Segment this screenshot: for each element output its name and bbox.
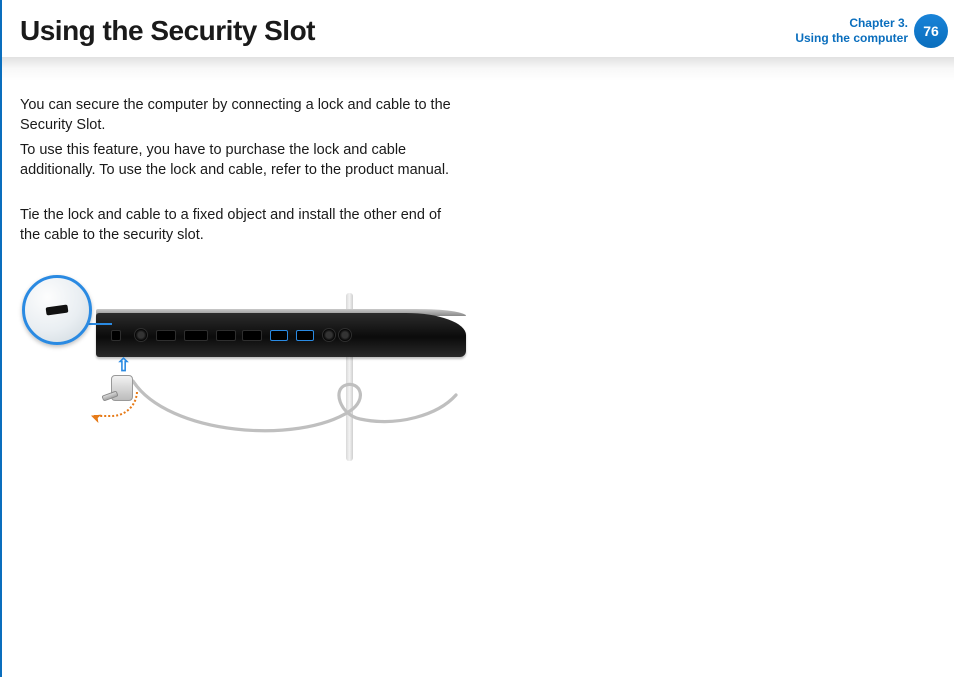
chapter-block: Chapter 3. Using the computer 76	[795, 14, 954, 48]
page-header: Using the Security Slot Chapter 3. Using…	[2, 0, 954, 62]
paragraph-3: Tie the lock and cable to a fixed object…	[20, 206, 462, 245]
port-hdmi	[216, 330, 236, 341]
insert-arrow-icon: ⇧	[116, 355, 131, 376]
cable-svg	[128, 375, 458, 455]
port-vga	[184, 330, 208, 341]
paragraph-2: To use this feature, you have to purchas…	[20, 141, 462, 180]
port-ethernet	[156, 330, 176, 341]
security-slot-icon	[46, 305, 69, 316]
security-slot-illustration: ⇧ ➤	[16, 275, 466, 465]
port-usb3	[270, 330, 288, 341]
port-security-slot	[111, 330, 121, 341]
security-slot-callout	[22, 275, 92, 345]
body-content: You can secure the computer by connectin…	[2, 62, 482, 245]
chapter-text: Chapter 3. Using the computer	[795, 16, 908, 46]
chapter-name: Using the computer	[795, 31, 908, 46]
page-title: Using the Security Slot	[20, 15, 315, 47]
rotate-arrow-icon: ➤	[87, 408, 104, 428]
page-number-badge: 76	[914, 14, 948, 48]
port-displayport	[242, 330, 262, 341]
port-usb3	[296, 330, 314, 341]
paragraph-1: You can secure the computer by connectin…	[20, 96, 462, 135]
chapter-label: Chapter 3.	[795, 16, 908, 31]
